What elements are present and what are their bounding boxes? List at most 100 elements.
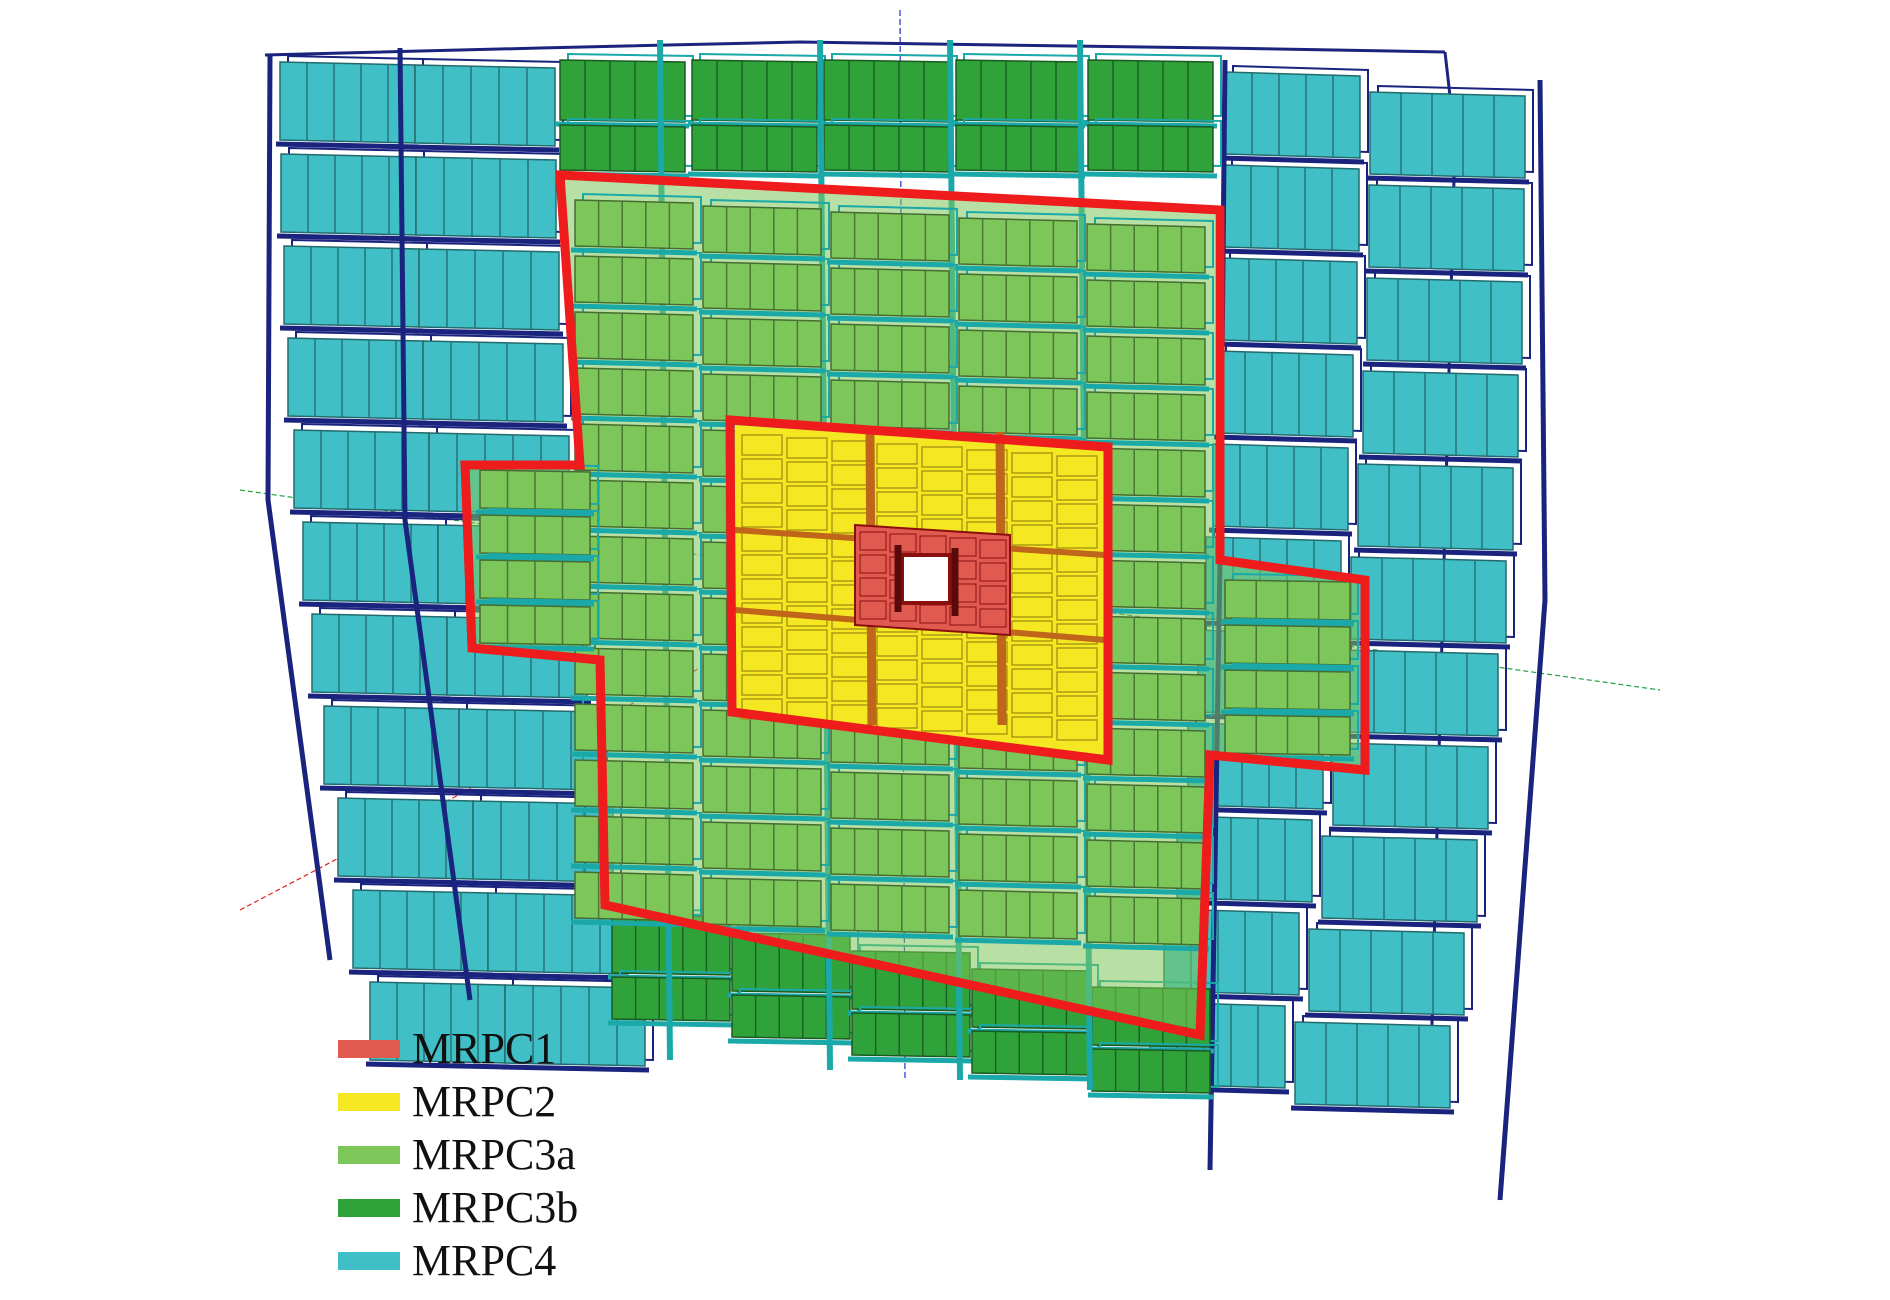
- mrpc3a-module-panel: [574, 311, 694, 362]
- mrpc4-right-module-panel: [1224, 71, 1361, 159]
- mrpc4-right-module: [1328, 735, 1497, 836]
- mrpc2-cell: [1011, 524, 1053, 546]
- mrpc3a-module-panel: [1086, 223, 1206, 274]
- mrpc4-left-module-panel: [280, 153, 417, 236]
- mrpc3a-module-panel: [574, 199, 694, 250]
- mrpc3b-top-module-frame-bar: [951, 171, 1086, 179]
- mrpc3a-module: [570, 304, 702, 368]
- mrpc4-right-module: [1220, 64, 1369, 165]
- mrpc4-right-module: [1317, 828, 1486, 929]
- mrpc3a-module: [698, 870, 830, 934]
- mrpc3b-top-module-panel: [823, 59, 950, 123]
- mrpc4-right-module-frame-bar: [1328, 826, 1493, 836]
- mrpc2-cell: [741, 554, 783, 576]
- mrpc1-region: [854, 523, 1011, 637]
- mrpc3b-top-module-panel: [823, 124, 950, 173]
- mrpc2-cell: [786, 581, 828, 603]
- mrpc4-left-module: [414, 241, 568, 337]
- mrpc4-left-module: [365, 974, 514, 1070]
- mrpc3b-top-module-frame-bar: [555, 121, 690, 129]
- mrpc4-left-module-panel: [418, 248, 560, 331]
- mrpc3a-module-panel: [702, 317, 822, 368]
- mrpc4-left-module-frame-bar: [418, 420, 568, 429]
- mrpc3a-module-panel: [830, 827, 950, 878]
- mrpc3b-bottom-module: [967, 1023, 1099, 1082]
- mrpc3a-module: [1082, 888, 1214, 952]
- mrpc3a-left-ext-module: [475, 552, 599, 607]
- mrpc4-right-module-frame-bar: [1290, 1105, 1455, 1115]
- mrpc3b-top-module-panel: [559, 59, 686, 123]
- mrpc3b-top-module-panel: [1087, 124, 1214, 173]
- mrpc4-right-module: [1219, 157, 1368, 258]
- mrpc3b-top-module-frame-bar: [819, 171, 954, 179]
- mrpc2-cell: [741, 674, 783, 696]
- mrpc3a-right-ext-module: [1220, 572, 1359, 627]
- mrpc2-cell: [876, 659, 918, 681]
- mrpc3b-bottom-module-panel: [971, 1030, 1091, 1076]
- legend: MRPC1 MRPC2 MRPC3a MRPC3b MRPC4: [338, 1022, 668, 1287]
- mrpc4-left-module: [500, 977, 654, 1073]
- mrpc2-cell: [831, 656, 873, 678]
- mrpc4-left-module: [298, 514, 447, 610]
- mrpc3a-left-ext-module: [475, 597, 599, 652]
- mrpc4-left-module-frame-bar: [365, 1061, 510, 1070]
- mrpc1-cell: [979, 539, 1007, 559]
- mrpc1-cell: [889, 602, 917, 622]
- mrpc2-cell: [921, 470, 963, 492]
- mrpc3a-module-panel: [958, 889, 1078, 940]
- mrpc3a-left-ext-module-frame-bar: [475, 599, 595, 607]
- mrpc4-right-module-panel: [1332, 742, 1489, 830]
- mrpc3a-module-panel: [958, 833, 1078, 884]
- mrpc3a-module: [1082, 272, 1214, 336]
- mrpc3b-top-module-panel: [691, 59, 818, 123]
- mrpc3b-bottom-module: [1087, 1041, 1219, 1100]
- mrpc4-right-module-panel: [1212, 443, 1349, 531]
- mrpc4-right-module-panel: [1294, 1021, 1451, 1109]
- mrpc3a-left-ext-module-frame-bar: [475, 509, 595, 517]
- mrpc3b-top-module: [555, 117, 694, 179]
- mrpc3b-top-module-panel: [1087, 59, 1214, 123]
- mrpc3a-module-panel: [574, 255, 694, 306]
- mrpc3b-bottom-module-frame-bar: [727, 1038, 855, 1046]
- mrpc3a-module-panel: [958, 217, 1078, 268]
- mrpc3a-module-panel: [958, 777, 1078, 828]
- mrpc3b-top-module: [687, 117, 826, 179]
- mrpc3b-top-module-frame-bar: [819, 121, 954, 129]
- mrpc3a-module-panel: [1086, 279, 1206, 330]
- mrpc3a-module: [570, 808, 702, 872]
- mrpc3a-module: [954, 378, 1086, 442]
- mrpc4-left-module-frame-bar: [298, 601, 443, 610]
- mrpc4-right-module: [1365, 84, 1534, 185]
- mrpc4-left-module: [275, 54, 424, 150]
- mrpc3a-module-panel: [574, 815, 694, 866]
- mrpc3a-module: [1082, 328, 1214, 392]
- mrpc3a-module: [1082, 832, 1214, 896]
- mrpc3a-module-panel: [1086, 783, 1206, 834]
- mrpc3b-bottom-module-frame-bar: [847, 1056, 975, 1064]
- mrpc2-cell: [1011, 596, 1053, 618]
- mrpc3b-bottom-module-frame-bar: [1087, 1092, 1215, 1100]
- mrpc3a-module: [698, 758, 830, 822]
- mrpc4-left-module-frame-bar: [483, 972, 633, 981]
- mrpc2-cell: [741, 578, 783, 600]
- mrpc3a-module-panel: [702, 373, 822, 424]
- mrpc3b-top-module: [555, 52, 694, 129]
- mrpc3a-module-panel: [830, 211, 950, 262]
- mrpc3a-module-panel: [574, 591, 694, 642]
- mrpc3a-module: [1082, 776, 1214, 840]
- mrpc2-cell: [786, 677, 828, 699]
- mrpc2-cell: [786, 557, 828, 579]
- mrpc4-right-module-panel: [1223, 164, 1360, 252]
- mrpc3b-top-module-frame-bar: [951, 121, 1086, 129]
- mrpc4-left-module: [418, 333, 572, 429]
- mrpc3a-module: [954, 826, 1086, 890]
- legend-item-mrpc3a: MRPC3a: [338, 1128, 668, 1181]
- mrpc3a-module: [826, 876, 958, 940]
- mrpc2-cell: [786, 461, 828, 483]
- mrpc3b-bottom-module-panel: [851, 1012, 971, 1058]
- mrpc4-left-module-panel: [352, 889, 489, 972]
- mrpc3a-module-panel: [702, 261, 822, 312]
- mrpc3a-module: [698, 198, 830, 262]
- mrpc3a-module-panel: [1086, 839, 1206, 890]
- mrpc3a-right-ext-module-frame-bar: [1220, 664, 1355, 672]
